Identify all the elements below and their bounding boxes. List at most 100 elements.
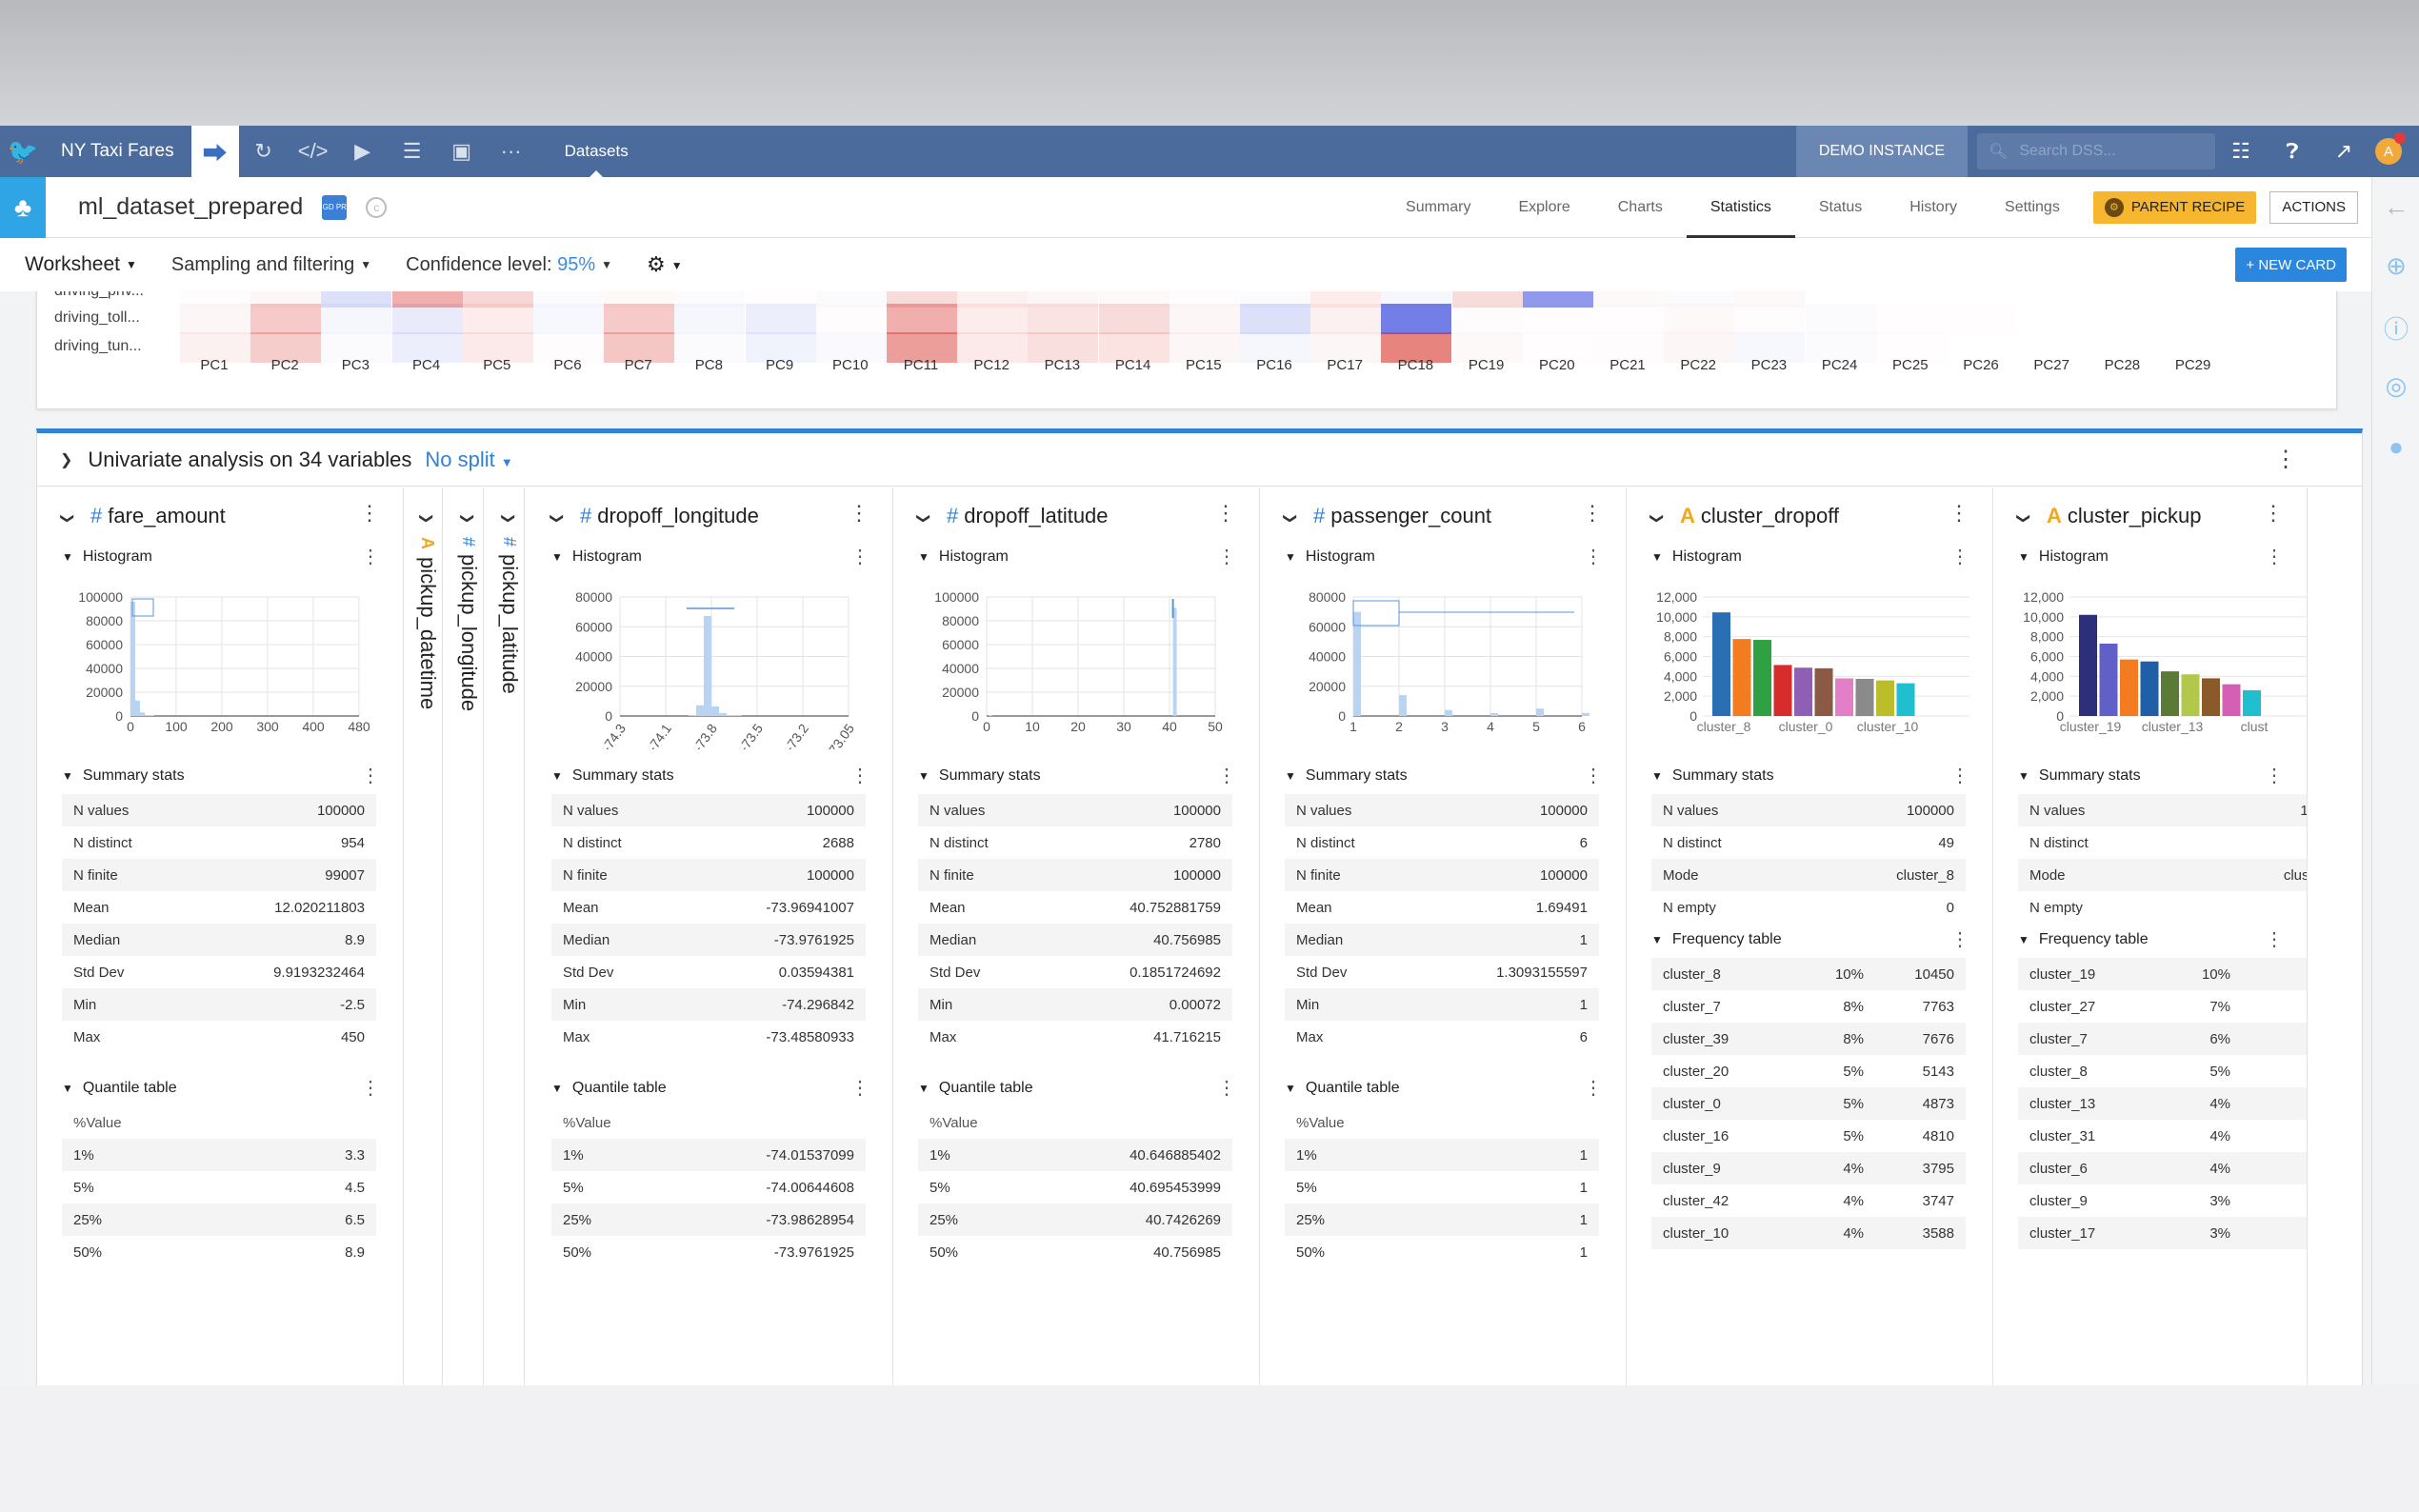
section-header[interactable]: ▼ Summary stats: [1651, 767, 1774, 785]
section-header[interactable]: ▼ Histogram: [2018, 548, 2109, 566]
section-header[interactable]: ▼ Quantile table: [62, 1080, 177, 1097]
section-header[interactable]: ▼ Histogram: [62, 548, 152, 566]
confidence-dropdown[interactable]: Confidence level: 95% ▼: [406, 254, 612, 276]
section-menu-icon[interactable]: ⋮: [2265, 766, 2284, 786]
tab-explore[interactable]: Explore: [1518, 198, 1570, 215]
collapse-chevron-icon[interactable]: ❯: [1649, 512, 1666, 525]
play-icon[interactable]: ▶: [354, 139, 371, 163]
database-icon[interactable]: ◎: [2385, 371, 2408, 400]
collapsed-column-pickup_longitude[interactable]: ❯ # pickup_longitude: [445, 487, 484, 1385]
trend-icon[interactable]: ↗: [2334, 139, 2353, 163]
project-name[interactable]: NY Taxi Fares: [61, 141, 174, 161]
back-arrow-icon[interactable]: ←: [2384, 192, 2409, 221]
section-header[interactable]: ▼ Frequency table: [1651, 931, 1782, 948]
column-title[interactable]: # passenger_count: [1313, 504, 1491, 528]
section-header[interactable]: ▼ Summary stats: [551, 767, 674, 785]
section-menu-icon[interactable]: ⋮: [1584, 547, 1603, 567]
column-menu-icon[interactable]: ⋮: [1215, 501, 1236, 525]
column-menu-icon[interactable]: ⋮: [1949, 501, 1969, 525]
copyright-icon[interactable]: c: [366, 196, 388, 218]
section-header[interactable]: ▼ Histogram: [551, 548, 642, 566]
tab-status[interactable]: Status: [1818, 198, 1863, 215]
section-menu-icon[interactable]: ⋮: [850, 766, 870, 786]
section-menu-icon[interactable]: ⋮: [361, 766, 380, 786]
section-menu-icon[interactable]: ⋮: [1950, 929, 1969, 950]
dataiku-logo-icon[interactable]: 🐦: [7, 136, 39, 166]
expand-chevron-icon[interactable]: ❯: [419, 512, 435, 525]
section-menu-icon[interactable]: ⋮: [1217, 547, 1236, 567]
collapse-chevron-icon[interactable]: ❯: [1283, 512, 1299, 525]
column-title[interactable]: # dropoff_longitude: [580, 504, 759, 528]
section-header[interactable]: ▼ Histogram: [918, 548, 1009, 566]
tab-summary[interactable]: Summary: [1406, 198, 1471, 215]
collapsed-column-pickup_datetime[interactable]: ❯ Apickup_datetime: [404, 487, 443, 1385]
section-menu-icon[interactable]: ⋮: [2265, 929, 2284, 950]
apps-grid-icon[interactable]: ☷: [2231, 139, 2250, 163]
column-menu-icon[interactable]: ⋮: [849, 501, 870, 525]
section-header[interactable]: ▼ Histogram: [1651, 548, 1742, 566]
recycle-icon[interactable]: ↻: [254, 139, 272, 163]
section-header[interactable]: ▼ Summary stats: [62, 767, 185, 785]
expand-chevron-icon[interactable]: ❯: [501, 512, 517, 525]
new-card-button[interactable]: + NEW CARD: [2235, 248, 2347, 282]
help-icon[interactable]: ❓︎: [2286, 139, 2299, 163]
tab-settings[interactable]: Settings: [2005, 198, 2060, 215]
stack-icon[interactable]: ☰: [402, 139, 422, 163]
section-menu-icon[interactable]: ⋮: [1217, 1078, 1236, 1099]
section-menu-icon[interactable]: ⋮: [1217, 766, 1236, 786]
collapsed-column-pickup_latitude[interactable]: ❯ # pickup_latitude: [486, 487, 525, 1385]
section-header[interactable]: ▼ Frequency table: [2018, 931, 2149, 948]
tab-history[interactable]: History: [1909, 198, 1958, 215]
section-header[interactable]: ▼ Quantile table: [551, 1080, 667, 1097]
settings-gear-icon[interactable]: ⚙ ▼: [647, 252, 683, 276]
section-menu-icon[interactable]: ⋮: [361, 547, 380, 567]
collapse-chevron-icon[interactable]: ❯: [60, 451, 73, 468]
section-menu-icon[interactable]: ⋮: [850, 1078, 870, 1099]
collapse-chevron-icon[interactable]: ❯: [60, 512, 76, 525]
gdpr-badge[interactable]: GD PR: [322, 194, 348, 220]
section-menu-icon[interactable]: ⋮: [1950, 547, 1969, 567]
section-menu-icon[interactable]: ⋮: [361, 1078, 380, 1099]
chat-icon[interactable]: ●: [2389, 432, 2404, 461]
column-title[interactable]: # fare_amount: [90, 504, 226, 528]
column-menu-icon[interactable]: ⋮: [2263, 501, 2284, 525]
info-icon[interactable]: ⓘ: [2383, 315, 2409, 344]
column-menu-icon[interactable]: ⋮: [1582, 501, 1603, 525]
section-header[interactable]: ▼ Summary stats: [2018, 767, 2141, 785]
collapse-chevron-icon[interactable]: ❯: [550, 512, 566, 525]
tab-charts[interactable]: Charts: [1617, 198, 1663, 215]
section-menu-icon[interactable]: ⋮: [1584, 766, 1603, 786]
avatar[interactable]: A: [2375, 132, 2406, 165]
collapse-chevron-icon[interactable]: ❯: [916, 512, 932, 525]
section-header[interactable]: ▼ Summary stats: [918, 767, 1041, 785]
section-header[interactable]: ▼ Quantile table: [1285, 1080, 1400, 1097]
section-menu-icon[interactable]: ⋮: [850, 547, 870, 567]
collapse-chevron-icon[interactable]: ❯: [2016, 512, 2032, 525]
flow-icon[interactable]: ⮕: [190, 126, 239, 177]
tab-statistics[interactable]: Statistics: [1686, 177, 1795, 238]
dashboard-icon[interactable]: ▣: [451, 139, 472, 163]
add-icon[interactable]: ⊕: [2386, 251, 2407, 280]
expand-chevron-icon[interactable]: ❯: [460, 512, 476, 525]
split-dropdown[interactable]: No split ▼: [425, 448, 512, 472]
section-menu-icon[interactable]: ⋮: [1584, 1078, 1603, 1099]
sampling-dropdown[interactable]: Sampling and filtering ▼: [171, 254, 371, 276]
section-header[interactable]: ▼ Histogram: [1285, 548, 1375, 566]
nav-datasets[interactable]: Datasets: [565, 126, 629, 177]
section-menu-icon[interactable]: ⋮: [1950, 766, 1969, 786]
parent-recipe-button[interactable]: ⚙ PARENT RECIPE: [2092, 190, 2257, 224]
card-menu-icon[interactable]: ⋮: [2274, 447, 2297, 472]
section-label: Summary stats: [938, 767, 1041, 784]
code-icon[interactable]: </>: [297, 139, 329, 163]
column-menu-icon[interactable]: ⋮: [359, 501, 380, 525]
section-header[interactable]: ▼ Quantile table: [918, 1080, 1033, 1097]
section-menu-icon[interactable]: ⋮: [2265, 547, 2284, 567]
section-header[interactable]: ▼ Summary stats: [1285, 767, 1408, 785]
more-icon[interactable]: ···: [500, 139, 522, 163]
column-title[interactable]: # dropoff_latitude: [947, 504, 1109, 528]
worksheet-dropdown[interactable]: Worksheet ▼: [25, 253, 137, 276]
actions-button[interactable]: ACTIONS: [2269, 190, 2358, 224]
search-input[interactable]: 🔍︎ Search DSS...: [1977, 133, 2215, 169]
